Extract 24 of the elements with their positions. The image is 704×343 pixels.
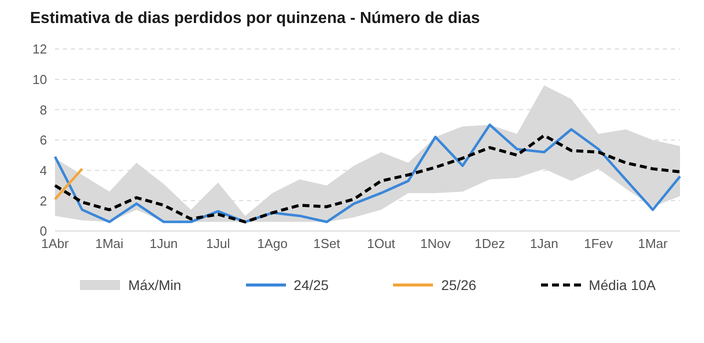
x-tick-label: 1Fev: [584, 236, 614, 252]
legend-label: 25/26: [441, 277, 476, 293]
x-tick-label: 1Jun: [150, 236, 178, 252]
x-tick-label: 1Out: [366, 236, 396, 252]
legend-label: Média 10A: [588, 277, 656, 293]
y-tick-label: 0: [40, 224, 47, 239]
x-tick-label: 1Mai: [95, 236, 124, 252]
y-tick-label: 4: [40, 162, 47, 178]
x-tick-label: 1Dez: [474, 236, 505, 252]
legend-label: 24/25: [294, 277, 329, 293]
x-tick-label: 1Abr: [41, 236, 70, 252]
x-tick-label: 1Jul: [206, 236, 230, 252]
y-tick-label: 8: [40, 102, 47, 118]
x-tick-label: 1Jan: [530, 236, 558, 252]
chart-title: Estimativa de dias perdidos por quinzena - Número de dias: [29, 9, 481, 29]
text: Máx/Min: [128, 277, 182, 293]
x-tick-label: 1Set: [313, 236, 340, 252]
x-tick-label: 1Mar: [638, 236, 668, 252]
y-tick-label: 2: [40, 193, 47, 208]
y-tick-label: 10: [32, 72, 47, 87]
x-tick-label: 1Ago: [257, 236, 288, 252]
x-tick-label: 1Nov: [420, 236, 452, 252]
y-tick-label: 6: [40, 132, 47, 148]
y-tick-label: 12: [32, 42, 47, 57]
